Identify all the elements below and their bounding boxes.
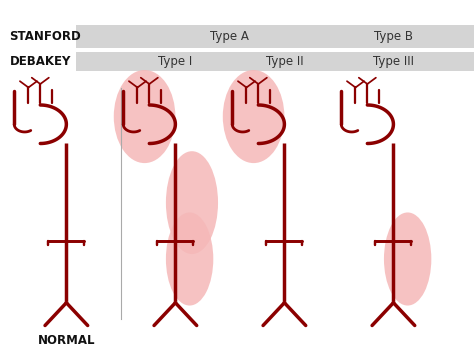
Text: Type II: Type II [265,55,303,68]
Text: Type B: Type B [374,30,413,43]
Ellipse shape [223,70,284,163]
Text: Type III: Type III [373,55,414,68]
FancyBboxPatch shape [76,51,275,71]
Text: STANFORD: STANFORD [9,30,81,43]
Ellipse shape [384,212,431,306]
Text: Type A: Type A [210,30,249,43]
FancyBboxPatch shape [294,51,474,71]
Text: NORMAL: NORMAL [37,334,95,347]
Text: DEBAKEY: DEBAKEY [9,55,71,68]
FancyBboxPatch shape [294,26,474,48]
Ellipse shape [114,70,175,163]
FancyBboxPatch shape [185,51,384,71]
FancyBboxPatch shape [76,26,384,48]
Ellipse shape [166,212,213,306]
Ellipse shape [166,151,218,254]
Text: Type I: Type I [158,55,192,68]
